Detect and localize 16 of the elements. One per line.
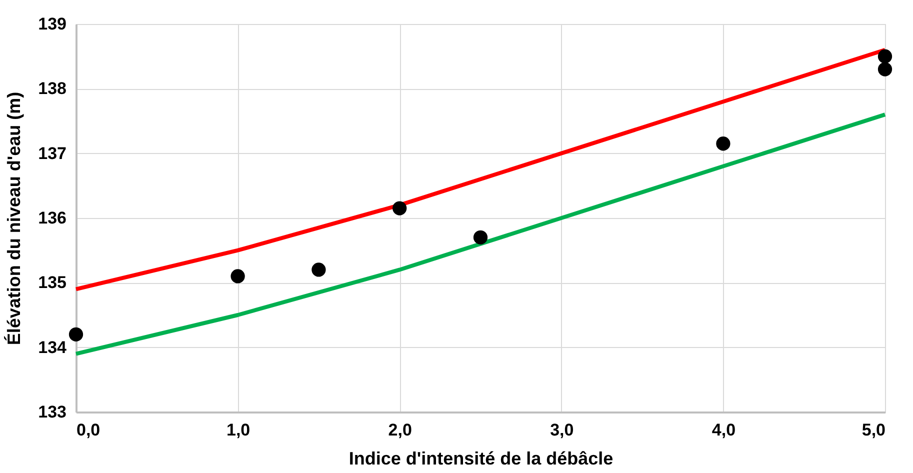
y-tick-label: 136 [38,208,66,228]
x-tick-label: 0,0 [76,420,100,440]
y-tick-label: 138 [38,79,66,98]
y-tick-label: 139 [38,14,66,34]
x-axis-title: Indice d'intensité de la débâcle [348,448,614,468]
y-tick-label: 137 [38,144,66,163]
y-axis-title: Élévation du niveau d'eau (m) [4,92,24,346]
y-tick-label: 133 [38,402,66,422]
x-tick-label: 4,0 [712,420,736,440]
x-tick-label: 2,0 [388,420,412,440]
line-series [74,112,887,356]
x-tick-label: 1,0 [226,420,250,440]
y-tick-label: 135 [38,273,66,292]
x-tick-label: 3,0 [550,420,574,440]
y-tick-label: 134 [38,338,68,357]
x-tick-label: 5,0 [862,420,886,440]
